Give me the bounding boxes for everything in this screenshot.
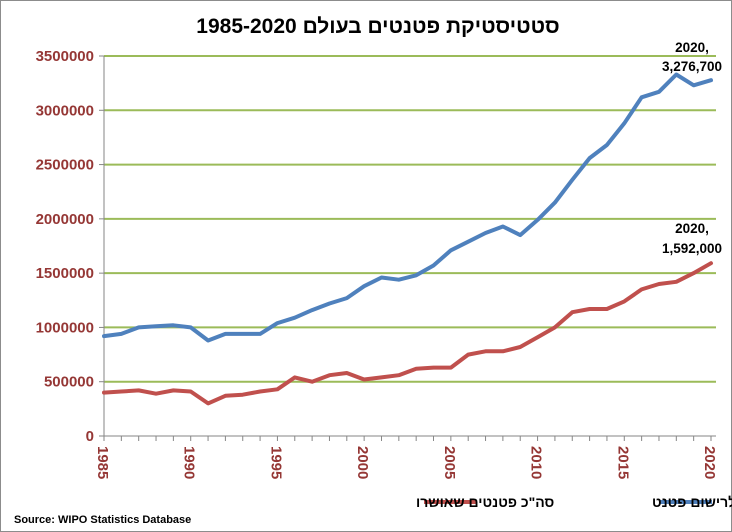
- y-tick-label: 500000: [44, 374, 94, 391]
- annotation-applications: 2020, 3,276,700: [662, 40, 722, 74]
- y-tick-labels: 3500000 3000000 2500000 2000000 1500000 10000…: [36, 48, 94, 445]
- y-tick-label: 3000000: [36, 102, 94, 119]
- annotation-applications-year: 2020,: [675, 40, 709, 55]
- annotation-applications-value: 3,276,700: [662, 59, 722, 74]
- x-tick-label: 1995: [267, 446, 284, 479]
- series-lines: [102, 72, 713, 406]
- y-tick-label: 1500000: [36, 265, 94, 282]
- y-tick-label: 3500000: [36, 48, 94, 65]
- axes: [99, 55, 716, 441]
- source-note: Source: WIPO Statistics Database: [14, 514, 191, 526]
- y-tick-label: 1000000: [36, 319, 94, 336]
- annotation-grants-year: 2020,: [675, 221, 709, 236]
- x-tick-label: 2010: [528, 446, 545, 479]
- annotation-grants: 2020, 1,592,000: [662, 221, 722, 256]
- x-tick-label: 2000: [354, 446, 371, 479]
- series-line-applications: [102, 72, 713, 343]
- gridlines: [104, 55, 716, 383]
- x-tick-label: 1990: [181, 446, 198, 479]
- legend: סה"כ בקשות לרישום פטנט סה"כ פטנטים שאושר…: [416, 494, 732, 510]
- annotation-grants-value: 1,592,000: [662, 241, 722, 256]
- chart-title: סטטיסטיקת פטנטים בעולם 1985-2020: [196, 15, 559, 38]
- x-tick-label: 2015: [614, 446, 631, 479]
- y-tick-label: 0: [86, 428, 94, 445]
- y-tick-label: 2500000: [36, 157, 94, 174]
- x-tick-label: 1985: [94, 446, 111, 479]
- series-line-grants: [102, 261, 713, 406]
- legend-label-applications: סה"כ בקשות לרישום פטנט: [652, 494, 732, 510]
- legend-label-grants: סה"כ פטנטים שאושרו: [416, 494, 554, 510]
- y-tick-label: 2000000: [36, 211, 94, 228]
- x-tick-label: 2005: [441, 446, 458, 479]
- x-tick-label: 2020: [701, 446, 718, 479]
- x-tick-labels: 1985 1990 1995 2000 2005 2010 2015 2020: [94, 446, 718, 479]
